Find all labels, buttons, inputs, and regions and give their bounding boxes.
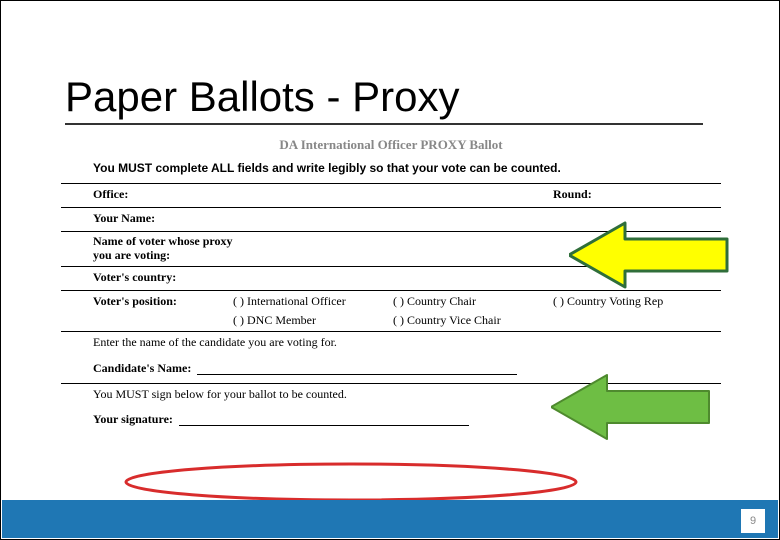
row-voter-position: Voter's position: ( ) International Offi… bbox=[61, 290, 721, 331]
row-candidate-name: Candidate's Name: bbox=[61, 355, 721, 383]
row-proxy-name: Name of voter whose proxy you are voting… bbox=[61, 231, 721, 266]
sign-instruction-text: You MUST sign below for your ballot to b… bbox=[93, 387, 347, 402]
slide-title: Paper Ballots - Proxy bbox=[65, 73, 703, 121]
pos-dnc-member: ( ) DNC Member bbox=[233, 313, 393, 328]
bottom-bar bbox=[2, 500, 778, 538]
ballot-header: DA International Officer PROXY Ballot bbox=[61, 137, 721, 153]
slide: Paper Ballots - Proxy DA International O… bbox=[0, 0, 780, 540]
title-block: Paper Ballots - Proxy bbox=[65, 73, 703, 125]
round-label: Round: bbox=[553, 187, 713, 202]
title-underline bbox=[65, 123, 703, 125]
pos-country-vice-chair: ( ) Country Vice Chair bbox=[393, 313, 553, 328]
row-signature: Your signature: bbox=[61, 407, 721, 433]
pos-country-chair: ( ) Country Chair bbox=[393, 294, 553, 309]
candidate-name-label: Candidate's Name: bbox=[93, 361, 191, 376]
row-enter-candidate: Enter the name of the candidate you are … bbox=[61, 331, 721, 355]
ballot-form: DA International Officer PROXY Ballot Yo… bbox=[61, 137, 721, 497]
row-voter-country: Voter's country: bbox=[61, 266, 721, 290]
enter-candidate-text: Enter the name of the candidate you are … bbox=[93, 335, 337, 350]
page-number: 9 bbox=[750, 515, 756, 527]
your-name-label: Your Name: bbox=[93, 211, 155, 226]
voter-country-label: Voter's country: bbox=[93, 270, 176, 285]
page-number-badge: 9 bbox=[741, 509, 765, 533]
voter-position-label: Voter's position: bbox=[93, 294, 233, 309]
signature-label: Your signature: bbox=[93, 412, 173, 427]
row-your-name: Your Name: bbox=[61, 207, 721, 231]
row-sign-instruction: You MUST sign below for your ballot to b… bbox=[61, 383, 721, 407]
office-label: Office: bbox=[93, 187, 553, 202]
signature-line bbox=[179, 414, 469, 426]
row-office-round: Office: Round: bbox=[61, 183, 721, 207]
pos-country-voting-rep: ( ) Country Voting Rep bbox=[553, 294, 713, 309]
pos-intl-officer: ( ) International Officer bbox=[233, 294, 393, 309]
proxy-name-label: Name of voter whose proxy you are voting… bbox=[93, 235, 253, 263]
candidate-name-line bbox=[197, 363, 517, 375]
ballot-instruction: You MUST complete ALL fields and write l… bbox=[61, 159, 721, 183]
empty bbox=[553, 313, 713, 328]
